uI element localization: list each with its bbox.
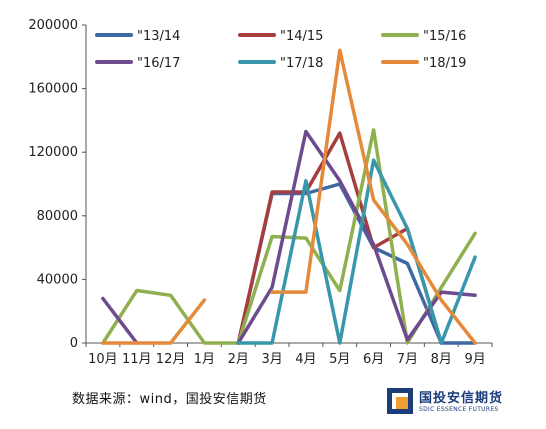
legend-label: "16/17 <box>137 56 180 71</box>
y-tick-label: 40000 <box>37 272 78 287</box>
legend-item: "18/19 <box>381 56 466 71</box>
legend-item: "17/18 <box>238 56 323 71</box>
y-tick-label: 200000 <box>28 18 78 33</box>
series-4 <box>101 129 477 345</box>
source-note: 数据来源：wind，国投安信期货 <box>72 392 267 407</box>
legend-label: "15/16 <box>423 29 466 44</box>
series-line <box>236 129 477 345</box>
series-line <box>236 158 477 345</box>
chart-legend: "13/14 "14/15 "15/16 "16/17 "17/18 "18/19 <box>95 29 466 71</box>
legend-label: "13/14 <box>137 29 180 44</box>
x-tick-label: 6月 <box>363 352 384 367</box>
chart-series-layer <box>101 48 477 345</box>
x-tick-label: 3月 <box>261 352 282 367</box>
chart-axes: 0 40000 80000 120000 160000 200000 10月 11月 12月 1月… <box>28 18 493 367</box>
series-3 <box>101 128 477 345</box>
logo-name: 国投安信期货 <box>419 391 504 406</box>
x-tick-label: 8月 <box>431 352 452 367</box>
legend-item: "14/15 <box>238 29 323 44</box>
x-tick-label: 11月 <box>122 352 152 367</box>
legend-label: "18/19 <box>423 56 466 71</box>
series-line <box>101 128 477 345</box>
x-tick-label: 1月 <box>194 352 215 367</box>
series-line <box>101 296 139 345</box>
series-line <box>270 48 477 345</box>
legend-label: "14/15 <box>280 29 323 44</box>
x-tick-label: 7月 <box>397 352 418 367</box>
line-chart: 0 40000 80000 120000 160000 200000 10月 11月 12月 1月… <box>28 18 493 367</box>
y-tick-label: 0 <box>70 336 78 351</box>
logo-subtitle: SDIC ESSENCE FUTURES <box>419 406 499 413</box>
x-tick-label: 10月 <box>88 352 118 367</box>
legend-label: "17/18 <box>280 56 323 71</box>
legend-item: "15/16 <box>381 29 466 44</box>
series-line <box>101 298 207 345</box>
company-logo: 国投安信期货 SDIC ESSENCE FUTURES <box>387 386 537 422</box>
legend-item: "13/14 <box>95 29 180 44</box>
x-tick-label: 12月 <box>156 352 186 367</box>
company-logo-icon <box>387 388 413 414</box>
x-tick-label: 9月 <box>464 352 485 367</box>
y-tick-label: 80000 <box>37 209 78 224</box>
x-tick-label: 2月 <box>228 352 249 367</box>
x-tick-label: 4月 <box>295 352 316 367</box>
legend-item: "16/17 <box>95 56 180 71</box>
y-tick-label: 160000 <box>28 82 78 97</box>
series-6 <box>101 48 477 345</box>
x-tick-label: 5月 <box>329 352 350 367</box>
y-tick-label: 120000 <box>28 145 78 160</box>
series-5 <box>236 158 477 345</box>
